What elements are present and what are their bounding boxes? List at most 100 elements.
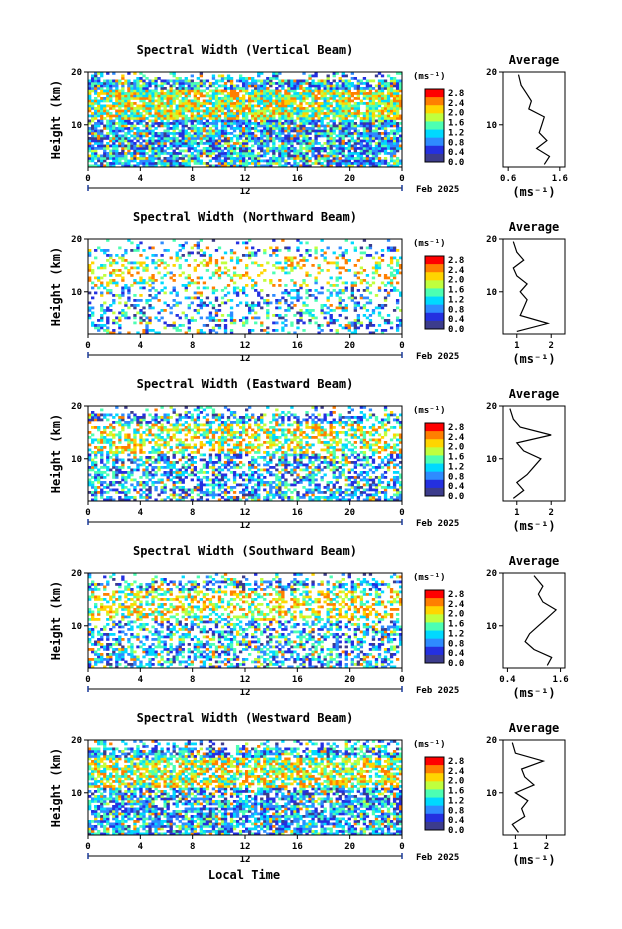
heatmap-cell [175,132,179,135]
heatmap-cell [181,97,185,100]
heatmap-cell [181,246,185,250]
heatmap-cell [272,284,276,287]
heatmap-cell [317,162,321,165]
heatmap-cell [377,164,382,168]
heatmap-cell [245,127,249,130]
heatmap-cell [254,162,258,165]
heatmap-cell [208,478,213,482]
heatmap-cell [311,162,315,165]
heatmap-cell [275,112,279,115]
heatmap-cell [350,99,354,103]
heatmap-cell [350,104,354,108]
heatmap-cell [344,493,348,497]
heatmap-cell [332,152,336,155]
heatmap-cell [269,79,273,83]
heatmap-cell [281,109,285,113]
heatmap-cell [145,321,149,325]
heatmap-cell [269,99,273,103]
heatmap-cell [121,77,125,80]
heatmap-cell [205,79,210,83]
heatmap-cell [202,104,207,108]
heatmap-cell [254,284,258,287]
heatmap-cell [383,476,388,479]
heatmap-cell [323,104,327,108]
heatmap-cell [377,256,382,260]
heatmap-cell [124,316,128,320]
heatmap-cell [266,299,270,302]
heatmap-cell [302,281,306,285]
heatmap-cell [241,157,246,160]
heatmap-cell [389,139,394,143]
heatmap-cell [269,104,273,108]
heatmap-cell [163,486,167,489]
heatmap-cell [130,89,134,93]
heatmap-cell [356,107,361,110]
heatmap-cell [329,127,333,130]
heatmap-cell [235,241,240,245]
heatmap-cell [260,129,264,133]
heatmap-cell [223,329,228,332]
heatmap-cell [383,137,388,140]
heatmap-cell [245,124,249,128]
heatmap-cell [278,249,282,252]
heatmap-cell [293,289,297,292]
heatmap-cell [299,157,303,160]
heatmap-cell [139,481,143,484]
heatmap-cell [308,132,312,135]
heatmap-cell [245,149,249,153]
heatmap-cell [302,117,306,120]
heatmap-cell [241,117,246,120]
heatmap-cell [238,112,243,115]
heatmap-cell [145,152,149,155]
heatmap-cell [272,271,276,275]
heatmap-cell [293,82,297,85]
heatmap-cell [193,149,197,153]
heatmap-cell [226,154,231,158]
heatmap-cell [311,154,315,158]
heatmap-cell [139,476,143,479]
heatmap-cell [323,304,327,307]
heatmap-cell [94,326,98,330]
heatmap-cell [248,329,252,332]
heatmap-cell [145,498,149,502]
heatmap-cell [142,97,146,100]
heatmap-cell [124,94,128,98]
heatmap-cell [272,496,276,499]
heatmap-cell [202,493,207,497]
heatmap-cell [130,249,134,252]
heatmap-cell [326,132,330,135]
heatmap-cell [251,286,255,290]
heatmap-cell [353,117,358,120]
heatmap-cell [299,254,303,257]
heatmap-cell [245,129,249,133]
heatmap-cell [220,122,225,125]
heatmap-cell [88,129,92,133]
heatmap-cell [260,159,264,163]
heatmap-cell [208,94,213,98]
heatmap-cell [368,97,373,100]
heatmap-cell [269,132,273,135]
heatmap-cell [97,329,101,332]
heatmap-cell [151,124,155,128]
heatmap-cell [320,149,324,153]
heatmap-cell [281,137,285,140]
heatmap-cell [166,89,170,93]
heatmap-cell [386,89,391,93]
heatmap-cell [130,496,134,499]
heatmap-cell [287,117,291,120]
heatmap-cell [196,476,201,479]
heatmap-cell [157,493,161,497]
heatmap-cell [232,251,237,255]
heatmap-cell [97,471,101,474]
heatmap-cell [214,154,219,158]
heatmap-cell [106,132,110,135]
heatmap-cell [178,324,182,327]
heatmap-cell [245,77,249,80]
heatmap-cell [139,261,143,265]
heatmap-cell [395,137,400,140]
heatmap-cell [205,134,210,138]
heatmap-cell [320,491,324,494]
heatmap-cell [175,256,179,260]
heatmap-cell [338,112,342,115]
heatmap-cell [121,124,125,128]
